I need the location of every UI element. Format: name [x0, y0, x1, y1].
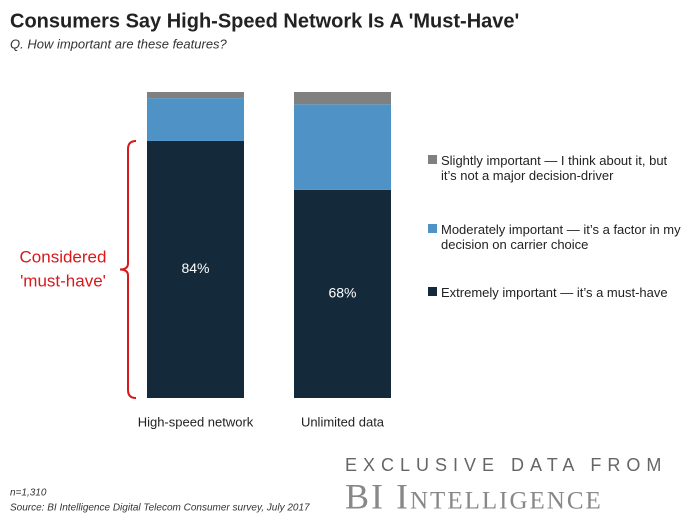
- x-tick-label: High-speed network: [138, 414, 254, 429]
- data-label: 84%: [181, 260, 209, 276]
- annotation: Considered: [20, 247, 107, 266]
- legend-swatch: [428, 224, 437, 233]
- legend-swatch: [428, 287, 437, 296]
- note: n=1,310: [10, 488, 47, 499]
- chart-title: Consumers Say High-Speed Network Is A 'M…: [10, 10, 519, 32]
- annotation: 'must-have': [20, 271, 106, 290]
- legend-label: Moderately important — it’s a factor in …: [441, 222, 681, 252]
- source: Source: BI Intelligence Digital Telecom …: [10, 503, 310, 514]
- brand-tagline: EXCLUSIVE DATA FROM: [345, 455, 667, 475]
- legend-label: Extremely important — it’s a must-have: [441, 285, 668, 300]
- bar-segment: [147, 92, 244, 99]
- bar-segment: [294, 189, 391, 398]
- x-tick-label: Unlimited data: [301, 414, 385, 429]
- legend-swatch: [428, 155, 437, 164]
- chart-subtitle: Q. How important are these features?: [10, 36, 228, 51]
- brand-logo: BI Intelligence: [345, 476, 603, 516]
- bar-segment: [147, 140, 244, 398]
- bar-segment: [294, 92, 391, 105]
- legend-label: Slightly important — I think about it, b…: [441, 153, 668, 183]
- bracket: [119, 139, 137, 399]
- bar-segment: [294, 104, 391, 190]
- bar-segment: [147, 98, 244, 141]
- data-label: 68%: [328, 285, 356, 301]
